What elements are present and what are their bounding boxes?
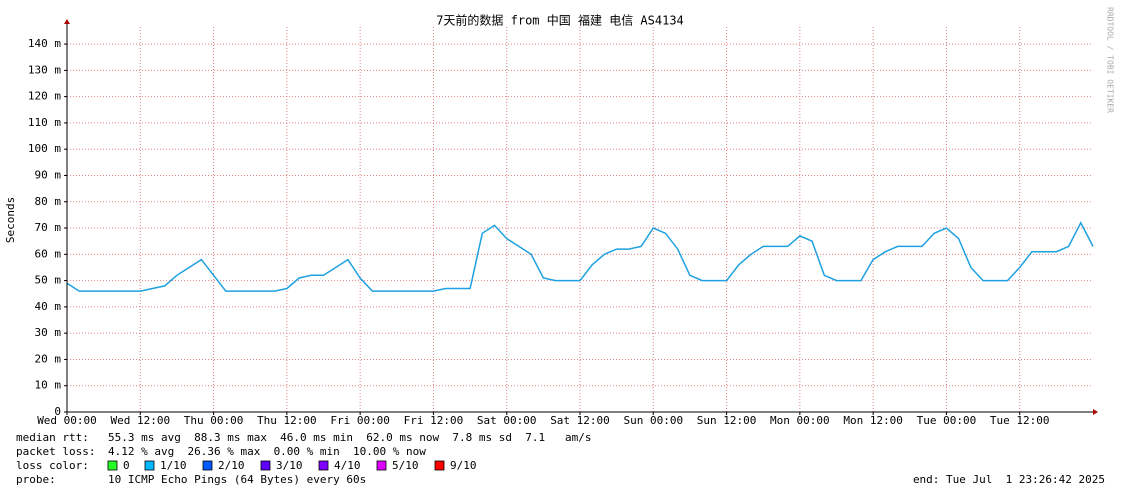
- y-tick-label: 140 m: [28, 37, 61, 50]
- loss-label: 3/10: [276, 459, 303, 472]
- footer-end: end: Tue Jul 1 23:26:42 2025: [913, 473, 1105, 486]
- x-tick-label: Thu 00:00: [184, 414, 244, 427]
- y-tick-label: 20 m: [35, 352, 62, 365]
- x-tick-label: Thu 12:00: [257, 414, 317, 427]
- y-tick-label: 80 m: [35, 195, 62, 208]
- x-tick-label: Sat 00:00: [477, 414, 537, 427]
- chart-title: 7天前的数据 from 中国 福建 电信 AS4134: [436, 13, 684, 28]
- loss-swatch: [107, 460, 118, 471]
- y-tick-label: 70 m: [35, 221, 62, 234]
- y-tick-label: 10 m: [35, 379, 62, 392]
- y-tick-label: 40 m: [35, 300, 62, 313]
- footer-label: packet loss:: [16, 445, 95, 458]
- footer-label: probe:: [16, 473, 56, 486]
- x-tick-label: Mon 00:00: [770, 414, 830, 427]
- loss-label: 4/10: [334, 459, 361, 472]
- loss-swatch: [434, 460, 445, 471]
- side-text: RRDTOOL / TOBI OETIKER: [1106, 7, 1115, 113]
- loss-label: 2/10: [218, 459, 245, 472]
- loss-label: 5/10: [392, 459, 419, 472]
- loss-label: 0: [123, 459, 130, 472]
- x-tick-label: Fri 00:00: [330, 414, 390, 427]
- x-tick-label: Wed 00:00: [37, 414, 97, 427]
- x-tick-label: Sun 12:00: [697, 414, 757, 427]
- median-line: [66, 221, 1094, 292]
- y-tick-label: 60 m: [35, 247, 62, 260]
- footer-text: 55.3 ms avg 88.3 ms max 46.0 ms min 62.0…: [108, 431, 591, 444]
- y-tick-label: 50 m: [35, 274, 62, 287]
- y-tick-label: 90 m: [35, 168, 62, 181]
- loss-label: 1/10: [160, 459, 187, 472]
- x-arrow: [1093, 409, 1098, 415]
- x-tick-label: Sun 00:00: [623, 414, 683, 427]
- x-tick-label: Sat 12:00: [550, 414, 610, 427]
- y-tick-label: 0: [54, 405, 61, 418]
- plot: [66, 27, 1094, 413]
- x-tick-label: Mon 12:00: [843, 414, 903, 427]
- loss-label: 9/10: [450, 459, 477, 472]
- loss-swatch: [318, 460, 329, 471]
- x-tick-label: Wed 12:00: [110, 414, 170, 427]
- x-tick-label: Tue 00:00: [917, 414, 977, 427]
- loss-swatch: [260, 460, 271, 471]
- footer-text: 4.12 % avg 26.36 % max 0.00 % min 10.00 …: [108, 445, 426, 458]
- y-tick-label: 30 m: [35, 326, 62, 339]
- footer-label: median rtt:: [16, 431, 89, 444]
- y-tick-label: 100 m: [28, 142, 61, 155]
- loss-swatch: [376, 460, 387, 471]
- loss-swatch: [202, 460, 213, 471]
- x-tick-label: Fri 12:00: [404, 414, 464, 427]
- y-tick-label: 130 m: [28, 63, 61, 76]
- y-tick-label: 110 m: [28, 116, 61, 129]
- loss-swatch: [144, 460, 155, 471]
- y-axis-label: Seconds: [4, 197, 17, 243]
- footer-label: loss color:: [16, 459, 89, 472]
- footer-text: 10 ICMP Echo Pings (64 Bytes) every 60s: [108, 473, 366, 486]
- y-tick-label: 120 m: [28, 90, 61, 103]
- x-tick-label: Tue 12:00: [990, 414, 1050, 427]
- y-arrow: [64, 19, 70, 24]
